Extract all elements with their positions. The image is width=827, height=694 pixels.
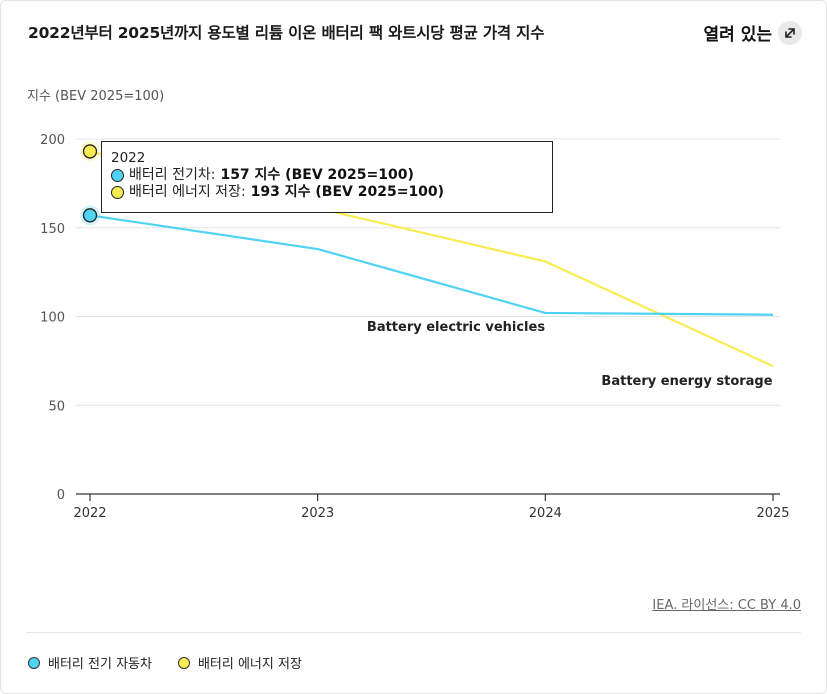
y-tick-label: 100: [40, 311, 65, 326]
data-point-1: [82, 144, 98, 159]
source-link[interactable]: IEA. 라이선스: CC BY 4.0: [652, 598, 801, 613]
x-tick-label: 2023: [301, 506, 334, 521]
chart-title: 2022년부터 2025년까지 용도별 리튬 이온 배터리 팩 와트시당 평균 …: [28, 24, 545, 42]
tooltip-bev-value: 157 지수 (BEV 2025=100): [220, 167, 414, 183]
legend: 배터리 전기 자동차 배터리 에너지 저장: [28, 653, 302, 672]
legend-label-storage: 배터리 에너지 저장: [197, 657, 302, 672]
legend-item-storage[interactable]: 배터리 에너지 저장: [177, 653, 302, 672]
chart-tooltip: 2022 배터리 전기차: 157 지수 (BEV 2025=100) 배터리 …: [101, 141, 553, 213]
data-point-0: [82, 208, 98, 223]
legend-item-bev[interactable]: 배터리 전기 자동차: [28, 653, 152, 672]
tooltip-storage-value: 193 지수 (BEV 2025=100): [250, 184, 445, 200]
tooltip-row-bev: 배터리 전기차: 157 지수 (BEV 2025=100): [111, 167, 543, 184]
expand-icon: [778, 20, 802, 45]
legend-dot-bev: [28, 656, 40, 669]
x-tick-label: 2024: [529, 506, 562, 521]
y-tick-label: 50: [48, 399, 65, 414]
tooltip-row-storage: 배터리 에너지 저장: 193 지수 (BEV 2025=100): [111, 184, 543, 201]
legend-divider: [26, 632, 801, 633]
legend-label-bev: 배터리 전기 자동차: [48, 657, 152, 672]
series-annotation-1: Battery energy storage: [601, 374, 772, 389]
tooltip-year: 2022: [111, 150, 146, 166]
expand-button[interactable]: 열려 있는: [704, 20, 802, 45]
series-annotation-0: Battery electric vehicles: [367, 320, 545, 335]
tooltip-storage-label: 배터리 에너지 저장:: [129, 184, 246, 200]
y-tick-label: 0: [57, 488, 65, 503]
tooltip-bev-dot: [111, 169, 124, 182]
tooltip-bev-label: 배터리 전기차:: [129, 167, 216, 183]
y-tick-label: 200: [40, 133, 65, 148]
legend-dot-storage: [177, 656, 190, 669]
y-tick-label: 150: [40, 222, 65, 237]
x-tick-label: 2025: [756, 506, 789, 521]
x-tick-label: 2022: [73, 506, 106, 521]
y-axis-label: 지수 (BEV 2025=100): [27, 89, 164, 104]
tooltip-storage-dot: [111, 186, 124, 199]
expand-label: 열려 있는: [703, 25, 772, 45]
series-line-0: [89, 214, 774, 316]
